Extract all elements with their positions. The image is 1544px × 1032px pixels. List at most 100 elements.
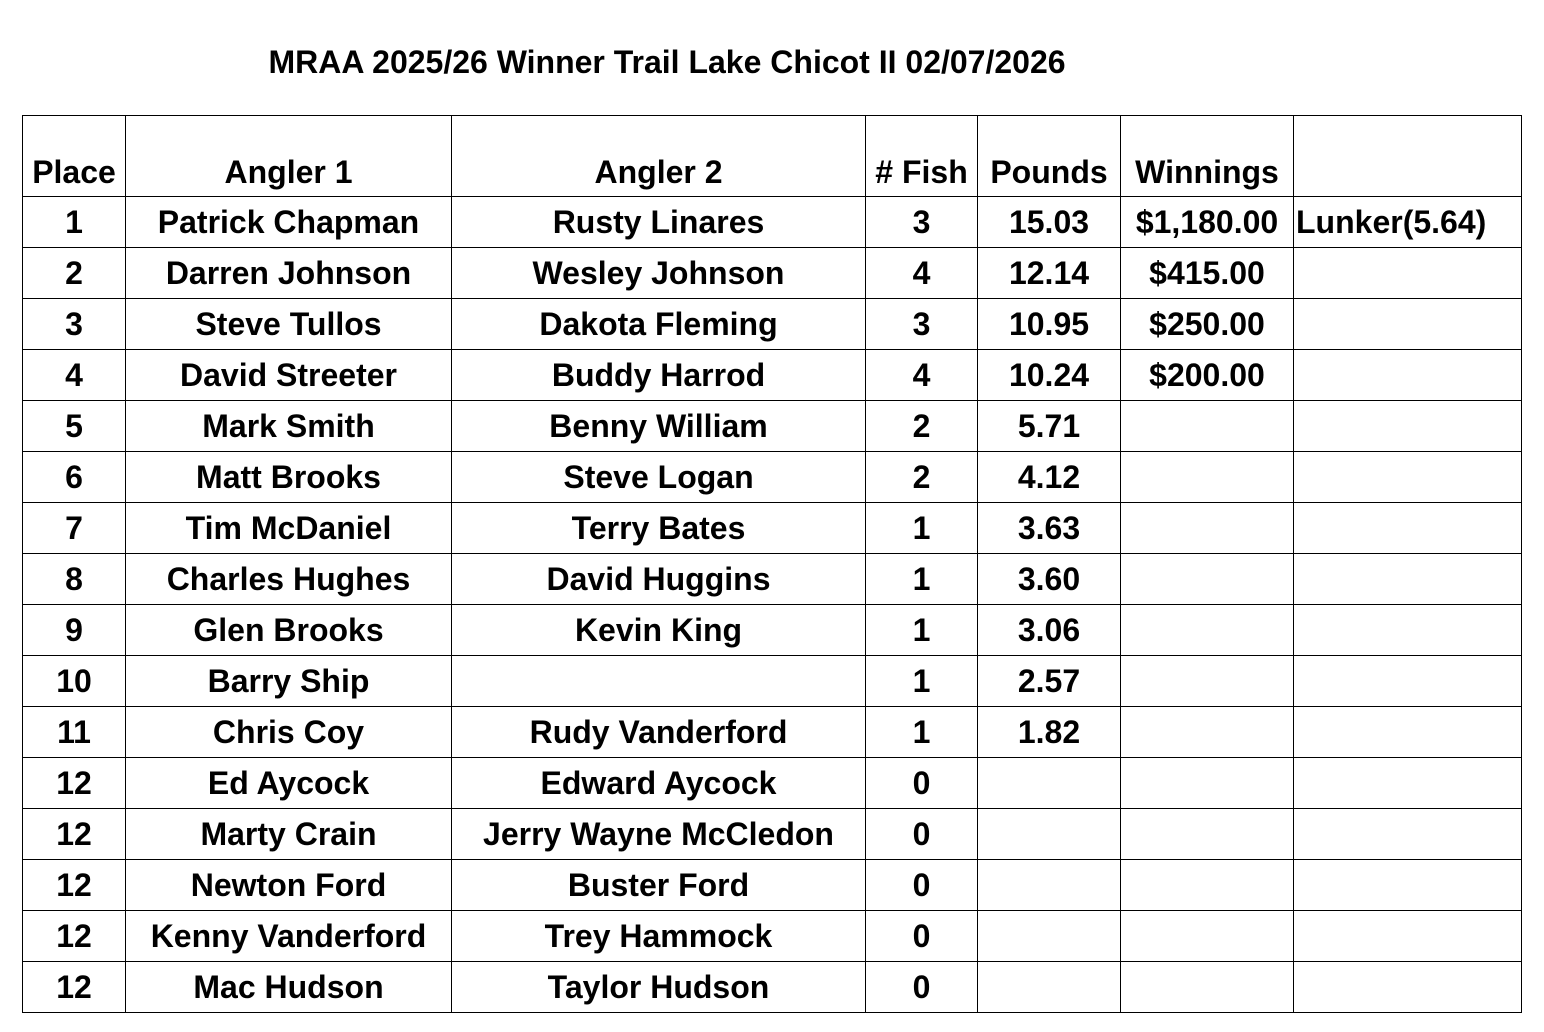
cell-fish: 2: [865, 400, 978, 452]
cell-angler-1: Ed Aycock: [125, 757, 452, 809]
cell-note: [1293, 400, 1522, 452]
cell-place: 10: [22, 655, 126, 707]
cell-winnings: [1120, 859, 1294, 911]
cell-pounds: 3.63: [977, 502, 1121, 554]
header-pounds: Pounds: [977, 115, 1121, 197]
cell-place: 12: [22, 859, 126, 911]
cell-place: 9: [22, 604, 126, 656]
page-title: MRAA 2025/26 Winner Trail Lake Chicot II…: [268, 44, 1066, 80]
cell-angler-1: Patrick Chapman: [125, 196, 452, 248]
table-row: 12 Kenny Vanderford Trey Hammock 0: [22, 910, 1522, 962]
cell-note: [1293, 502, 1522, 554]
cell-place: 2: [22, 247, 126, 299]
cell-angler-1: Tim McDaniel: [125, 502, 452, 554]
cell-note: [1293, 349, 1522, 401]
cell-place: 12: [22, 808, 126, 860]
cell-angler-2: Jerry Wayne McCledon: [451, 808, 866, 860]
table-row: 1 Patrick Chapman Rusty Linares 3 15.03 $1,18…: [22, 196, 1522, 248]
cell-angler-1: Marty Crain: [125, 808, 452, 860]
cell-note: [1293, 961, 1522, 1013]
cell-winnings: [1120, 502, 1294, 554]
cell-pounds: 10.95: [977, 298, 1121, 350]
header-winnings: Winnings: [1120, 115, 1294, 197]
cell-winnings: [1120, 910, 1294, 962]
cell-angler-1: Glen Brooks: [125, 604, 452, 656]
cell-place: 6: [22, 451, 126, 503]
cell-note: [1293, 655, 1522, 707]
cell-place: 1: [22, 196, 126, 248]
cell-fish: 0: [865, 961, 978, 1013]
cell-note: [1293, 706, 1522, 758]
header-row: Place Angler 1 Angler 2 # Fish Pounds Wi…: [22, 115, 1522, 197]
cell-note: [1293, 910, 1522, 962]
cell-fish: 4: [865, 247, 978, 299]
cell-angler-1: Darren Johnson: [125, 247, 452, 299]
cell-angler-2: [451, 655, 866, 707]
results-table: Place Angler 1 Angler 2 # Fish Pounds Wi…: [22, 115, 1522, 1013]
table-row: 6 Matt Brooks Steve Logan 2 4.12: [22, 451, 1522, 503]
cell-angler-1: Matt Brooks: [125, 451, 452, 503]
cell-place: 8: [22, 553, 126, 605]
cell-pounds: [977, 910, 1121, 962]
cell-angler-1: Chris Coy: [125, 706, 452, 758]
cell-angler-2: Rusty Linares: [451, 196, 866, 248]
cell-angler-1: Steve Tullos: [125, 298, 452, 350]
cell-fish: 0: [865, 910, 978, 962]
cell-pounds: 12.14: [977, 247, 1121, 299]
cell-angler-1: Newton Ford: [125, 859, 452, 911]
cell-pounds: 15.03: [977, 196, 1121, 248]
cell-pounds: [977, 808, 1121, 860]
cell-angler-2: Buster Ford: [451, 859, 866, 911]
cell-pounds: 3.06: [977, 604, 1121, 656]
cell-fish: 1: [865, 502, 978, 554]
cell-fish: 1: [865, 655, 978, 707]
cell-pounds: [977, 757, 1121, 809]
table-row: 12 Ed Aycock Edward Aycock 0: [22, 757, 1522, 809]
cell-angler-1: Mac Hudson: [125, 961, 452, 1013]
cell-winnings: [1120, 451, 1294, 503]
table-row: 4 David Streeter Buddy Harrod 4 10.24 $200.00: [22, 349, 1522, 401]
cell-pounds: 2.57: [977, 655, 1121, 707]
cell-angler-2: Rudy Vanderford: [451, 706, 866, 758]
cell-fish: 0: [865, 859, 978, 911]
table-row: 11 Chris Coy Rudy Vanderford 1 1.82: [22, 706, 1522, 758]
header-angler-2: Angler 2: [451, 115, 866, 197]
cell-place: 7: [22, 502, 126, 554]
cell-place: 12: [22, 910, 126, 962]
cell-fish: 3: [865, 196, 978, 248]
cell-winnings: [1120, 757, 1294, 809]
cell-angler-1: Barry Ship: [125, 655, 452, 707]
cell-winnings: [1120, 604, 1294, 656]
cell-note: [1293, 451, 1522, 503]
cell-place: 12: [22, 757, 126, 809]
cell-note: [1293, 757, 1522, 809]
cell-pounds: [977, 961, 1121, 1013]
cell-pounds: 5.71: [977, 400, 1121, 452]
cell-pounds: 1.82: [977, 706, 1121, 758]
table-row: 12 Mac Hudson Taylor Hudson 0: [22, 961, 1522, 1013]
cell-winnings: [1120, 400, 1294, 452]
header-place: Place: [22, 115, 126, 197]
cell-place: 5: [22, 400, 126, 452]
cell-fish: 2: [865, 451, 978, 503]
cell-winnings: $250.00: [1120, 298, 1294, 350]
cell-note: [1293, 553, 1522, 605]
cell-note: [1293, 247, 1522, 299]
cell-note: [1293, 859, 1522, 911]
cell-winnings: [1120, 808, 1294, 860]
table-row: 7 Tim McDaniel Terry Bates 1 3.63: [22, 502, 1522, 554]
table-row: 12 Newton Ford Buster Ford 0: [22, 859, 1522, 911]
cell-winnings: [1120, 706, 1294, 758]
cell-angler-2: Terry Bates: [451, 502, 866, 554]
header-angler-1: Angler 1: [125, 115, 452, 197]
cell-angler-2: David Huggins: [451, 553, 866, 605]
cell-angler-1: David Streeter: [125, 349, 452, 401]
cell-angler-2: Buddy Harrod: [451, 349, 866, 401]
cell-fish: 1: [865, 706, 978, 758]
cell-place: 4: [22, 349, 126, 401]
table-row: 9 Glen Brooks Kevin King 1 3.06: [22, 604, 1522, 656]
table-row: 10 Barry Ship 1 2.57: [22, 655, 1522, 707]
cell-angler-2: Wesley Johnson: [451, 247, 866, 299]
cell-note: [1293, 604, 1522, 656]
cell-winnings: $200.00: [1120, 349, 1294, 401]
